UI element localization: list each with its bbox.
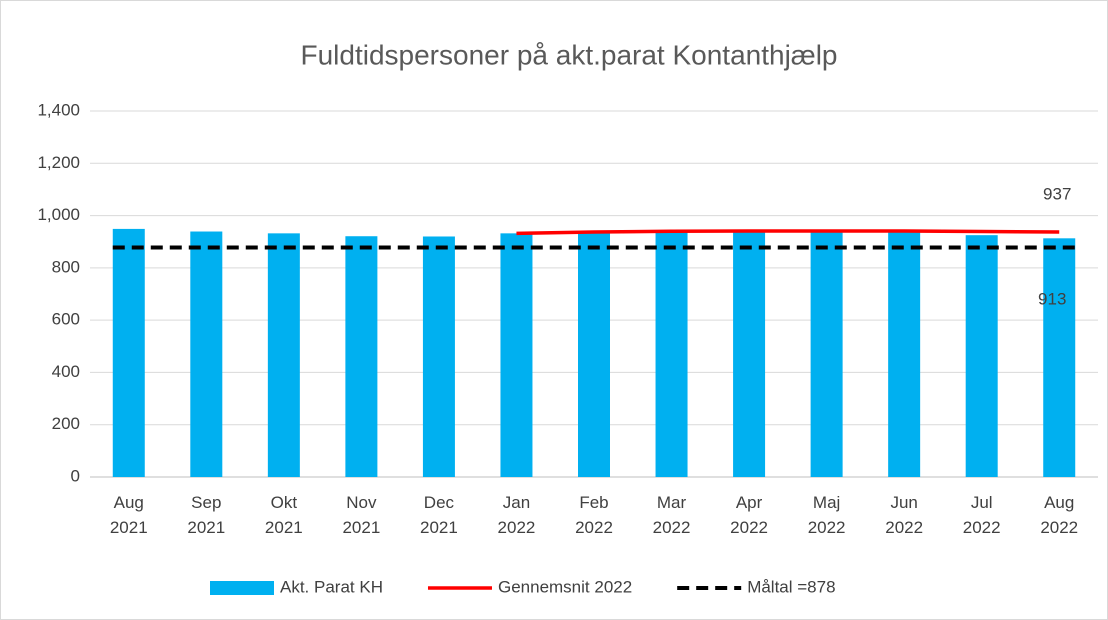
x-tick-line: 2021	[265, 518, 303, 537]
x-tick-line: 2022	[1040, 518, 1078, 537]
bar	[888, 231, 921, 477]
x-tick-label: Dec 2021	[420, 493, 458, 537]
bar	[578, 232, 610, 477]
x-tick-label: Apr 2022	[730, 493, 768, 537]
x-tick-line: Jul	[971, 493, 993, 512]
y-tick-label: 200	[52, 414, 80, 433]
bar	[655, 231, 688, 477]
data-label: 913	[1038, 289, 1066, 308]
x-tick-label: Jun 2022	[885, 493, 923, 537]
y-tick-label: 1,200	[37, 153, 80, 172]
bar	[810, 231, 843, 477]
x-tick-label: Okt 2021	[265, 493, 303, 537]
x-tick-line: Mar	[657, 493, 687, 512]
x-tick-line: Jun	[890, 493, 917, 512]
bar	[500, 233, 533, 477]
x-tick-line: 2021	[420, 518, 458, 537]
legend-label: Måltal =878	[747, 577, 835, 596]
legend-label: Gennemsnit 2022	[498, 577, 632, 596]
y-tick-label: 1,400	[37, 100, 80, 119]
x-tick-line: Okt	[271, 493, 298, 512]
y-tick-label: 400	[52, 362, 80, 381]
x-tick-label: Sep 2021	[187, 493, 225, 537]
y-tick-label: 800	[52, 257, 80, 276]
bar	[190, 231, 223, 477]
x-tick-line: Maj	[813, 493, 840, 512]
x-tick-label: Mar 2022	[653, 493, 691, 537]
x-tick-label: Aug 2021	[110, 493, 148, 537]
y-tick-label: 1,000	[37, 205, 80, 224]
x-tick-label: Jan 2022	[498, 493, 536, 537]
legend-swatch	[210, 581, 274, 595]
x-tick-line: Jan	[503, 493, 530, 512]
x-tick-line: 2022	[808, 518, 846, 537]
x-tick-line: 2022	[885, 518, 923, 537]
bar	[422, 236, 455, 477]
x-tick-line: 2022	[653, 518, 691, 537]
x-tick-line: Apr	[736, 493, 763, 512]
bar	[112, 228, 145, 477]
bar	[1043, 238, 1076, 477]
x-tick-line: 2021	[342, 518, 380, 537]
x-tick-line: 2022	[498, 518, 536, 537]
x-tick-line: 2021	[187, 518, 225, 537]
x-tick-line: Aug	[114, 493, 144, 512]
chart-title: Fuldtidspersoner på akt.parat Kontanthjæ…	[301, 39, 838, 70]
x-tick-line: 2022	[963, 518, 1001, 537]
legend-label: Akt. Parat KH	[280, 577, 383, 596]
x-tick-line: Sep	[191, 493, 221, 512]
bar	[733, 231, 766, 477]
bar	[965, 235, 998, 477]
bar	[345, 236, 378, 477]
bar	[267, 233, 300, 477]
x-tick-line: Dec	[424, 493, 455, 512]
x-tick-label: Nov 2021	[342, 493, 380, 537]
y-tick-label: 0	[71, 466, 80, 485]
x-tick-label: Feb 2022	[575, 493, 613, 537]
x-tick-line: Nov	[346, 493, 377, 512]
x-tick-label: Maj 2022	[808, 493, 846, 537]
x-tick-line: Aug	[1044, 493, 1074, 512]
x-tick-label: Aug 2022	[1040, 493, 1078, 537]
line	[516, 229, 1060, 236]
x-tick-line: 2022	[575, 518, 613, 537]
x-tick-line: 2021	[110, 518, 148, 537]
x-tick-label: Jul 2022	[963, 493, 1001, 537]
data-label: 937	[1043, 185, 1071, 204]
x-tick-line: 2022	[730, 518, 768, 537]
x-tick-line: Feb	[579, 493, 608, 512]
y-tick-label: 600	[52, 310, 80, 329]
